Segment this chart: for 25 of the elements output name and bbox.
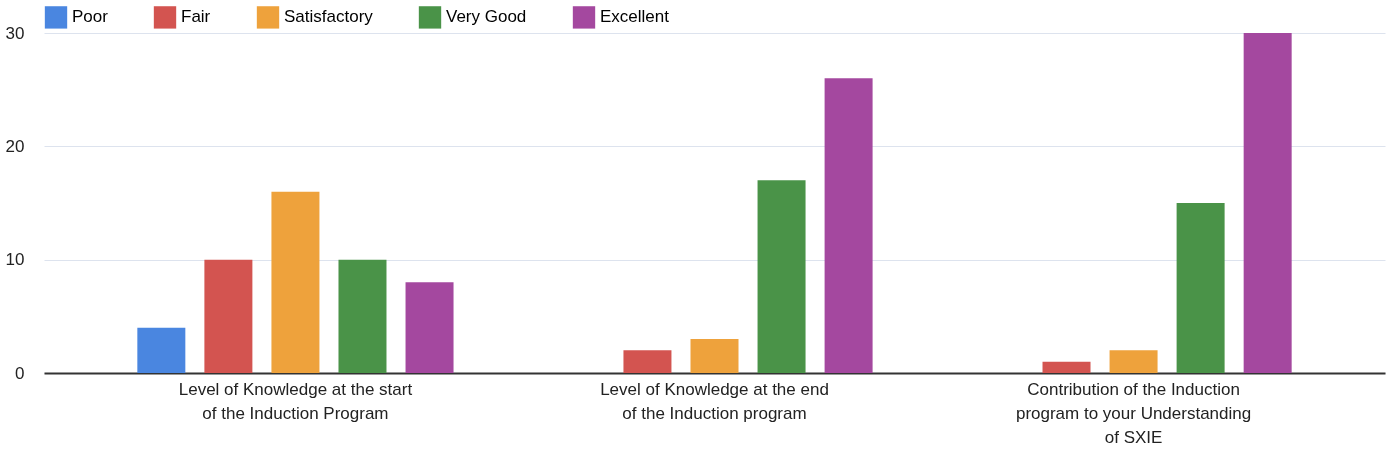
bar	[690, 339, 739, 373]
y-tick-label: 10	[5, 250, 25, 270]
legend-label: Satisfactory	[284, 7, 374, 27]
legend-label: Very Good	[446, 7, 527, 27]
bar	[1109, 350, 1158, 373]
bar	[137, 327, 186, 373]
legend-label: Excellent	[600, 7, 670, 27]
y-tick-label: 0	[15, 363, 25, 383]
bar	[204, 259, 253, 373]
legend-label: Fair	[181, 7, 211, 27]
x-tick-label: Contribution of the Induction program to your Understanding of SXIE	[1015, 379, 1252, 447]
bar	[757, 180, 806, 373]
x-tick-label: Level of Knowledge at the start of the Induction Program	[178, 379, 413, 423]
bar	[824, 78, 873, 373]
legend-label: Poor	[72, 7, 109, 27]
y-tick-label: 30	[5, 23, 25, 43]
bar	[405, 282, 454, 373]
bar	[1176, 203, 1225, 373]
bar	[1042, 361, 1091, 373]
x-tick-label: Level of Knowledge at the end of the Induction program	[600, 379, 829, 423]
y-tick-label: 20	[5, 136, 25, 156]
bar	[623, 350, 672, 373]
bar	[1243, 33, 1292, 373]
bar	[338, 259, 387, 373]
bar	[271, 191, 320, 373]
